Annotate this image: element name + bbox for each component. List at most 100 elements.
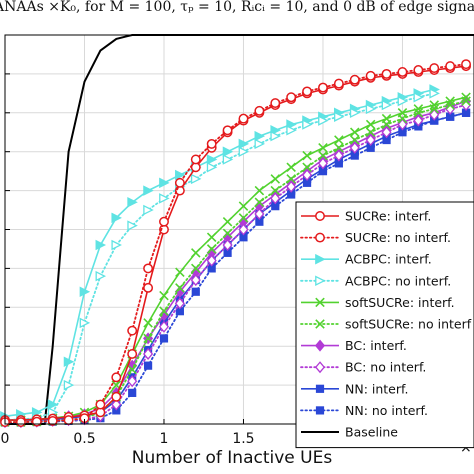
legend-item: Baseline: [301, 425, 398, 440]
data-point: [429, 104, 440, 114]
data-point: [111, 398, 122, 411]
data-point: [333, 78, 344, 89]
legend-swatch-marker: [315, 232, 325, 243]
data-point: [270, 98, 281, 109]
data-point: [302, 86, 313, 97]
data-point: [222, 216, 233, 227]
x-axis-label: Number of Inactive UEs: [132, 448, 333, 468]
data-point: [206, 254, 217, 267]
data-point: [349, 135, 360, 145]
series-sucre-no-interf: [0, 59, 472, 428]
data-point: [349, 107, 361, 119]
data-point: [127, 375, 138, 388]
data-point: [63, 356, 75, 368]
legend-item: SUCRe: no interf.: [300, 230, 451, 245]
data-point: [143, 347, 154, 360]
data-point: [79, 286, 91, 297]
legend-item: NN: interf.: [301, 381, 408, 396]
legend-item: softSUCRe: no interf: [300, 317, 472, 332]
data-point: [254, 130, 266, 142]
data-point: [191, 287, 200, 296]
legend-swatch-marker: [315, 211, 325, 221]
data-point: [143, 318, 153, 328]
data-point: [143, 361, 153, 370]
data-point: [286, 162, 296, 173]
data-point: [445, 61, 456, 72]
data-point: [143, 263, 154, 274]
legend-label: SUCRe: no interf.: [345, 230, 451, 245]
series-acbpc-no-interf: [0, 88, 440, 426]
data-point: [238, 201, 249, 211]
data-point: [79, 317, 91, 329]
legend-item: BC: no interf.: [300, 360, 426, 375]
data-point: [159, 334, 169, 343]
data-point: [95, 270, 107, 282]
data-point: [270, 192, 281, 205]
legend-label: Baseline: [345, 425, 398, 440]
legend-swatch-marker: [315, 275, 326, 287]
x-tick-label: 1: [160, 431, 169, 447]
data-point: [381, 68, 392, 79]
data-point: [159, 216, 169, 227]
data-point: [333, 149, 344, 162]
data-point: [143, 204, 154, 216]
data-point: [15, 417, 26, 428]
legend-item: SUCRe: interf.: [301, 209, 431, 224]
legend-item: NN: no interf.: [300, 403, 428, 418]
data-point: [159, 177, 170, 189]
data-point: [302, 162, 312, 173]
data-point: [127, 197, 138, 208]
data-point: [413, 91, 425, 103]
legend-swatch-marker: [315, 406, 325, 415]
legend-swatch-marker: [315, 253, 326, 265]
data-point: [429, 108, 440, 121]
legend-swatch-marker: [314, 339, 326, 352]
data-point: [397, 95, 409, 107]
data-point: [222, 146, 234, 157]
data-point: [174, 177, 185, 188]
chart-title: ANAAs ×K₀, for M = 100, τₚ = 10, Rᵢcᵢ = …: [0, 0, 474, 15]
data-point: [238, 113, 249, 124]
legend-item: ACBPC: no interf.: [300, 273, 451, 288]
data-point: [397, 118, 408, 131]
data-point: [397, 113, 408, 124]
data-point: [127, 349, 138, 359]
data-point: [286, 125, 297, 136]
legend-label: BC: interf.: [345, 338, 407, 353]
data-point: [159, 290, 169, 301]
data-point: [174, 297, 185, 310]
data-point: [381, 99, 393, 111]
data-point: [286, 92, 297, 103]
data-point: [175, 267, 185, 278]
legend-label: NN: interf.: [345, 381, 408, 396]
data-point: [365, 119, 376, 130]
data-point: [413, 65, 424, 75]
data-point: [349, 74, 360, 85]
data-point: [334, 111, 345, 122]
legend-item: softSUCRe: interf.: [301, 295, 455, 310]
data-point: [158, 320, 170, 333]
data-point: [222, 154, 234, 165]
data-point: [238, 213, 249, 223]
data-point: [159, 306, 169, 316]
data-point: [286, 180, 297, 193]
legend-label: softSUCRe: no interf: [345, 317, 472, 332]
legend-label: BC: no interf.: [345, 360, 426, 375]
legend-label: softSUCRe: interf.: [345, 295, 455, 310]
data-point: [111, 372, 122, 383]
data-point: [254, 185, 265, 196]
data-point: [381, 119, 392, 130]
data-point: [302, 150, 312, 161]
data-point: [159, 193, 170, 204]
data-point: [397, 67, 408, 77]
data-point: [47, 415, 58, 426]
data-point: [413, 114, 424, 127]
legend-swatch-marker: [315, 384, 325, 393]
x-tick-label: 0: [1, 431, 10, 447]
data-point: [461, 59, 472, 70]
data-point: [191, 263, 201, 274]
data-point: [461, 92, 471, 103]
data-point: [190, 274, 201, 287]
legend-swatch-marker: [315, 297, 325, 308]
legend-box: [295, 201, 474, 449]
